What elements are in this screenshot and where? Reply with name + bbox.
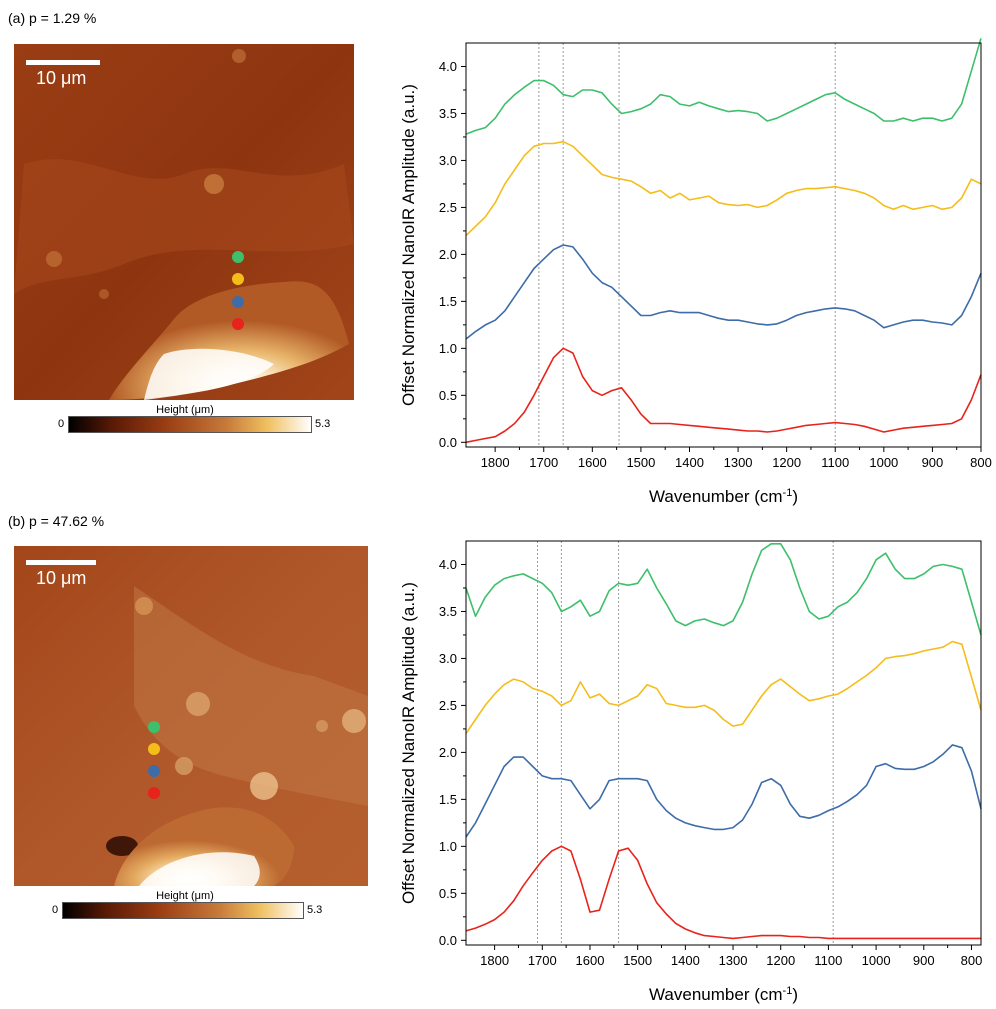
x-tick-label-b-0: 1800 (480, 953, 509, 968)
afm-height-map-b (14, 546, 368, 886)
x-tick-label-a-6: 1200 (772, 455, 801, 470)
y-tick-label-b-0: 0.0 (439, 933, 457, 948)
series-line-a-3 (465, 38, 982, 135)
y-tick-label-a-3: 1.5 (439, 294, 457, 309)
x-tick-label-a-4: 1400 (675, 455, 704, 470)
panel-a-label: (a) p = 1.29 % (8, 10, 97, 26)
y-tick-label-a-0: 0.0 (439, 435, 457, 450)
y-tick-label-b-4: 2.0 (439, 745, 457, 760)
x-axis-label-b: Wavenumber (cm-1) (649, 985, 798, 1004)
series-line-a-2 (465, 140, 982, 237)
marker-red-b (148, 787, 160, 799)
y-tick-label-b-2: 1.0 (439, 839, 457, 854)
x-tick-label-a-10: 800 (970, 455, 992, 470)
series-line-b-1 (465, 744, 982, 838)
scalebar-b (26, 560, 96, 565)
x-tick-label-b-6: 1200 (766, 953, 795, 968)
y-tick-label-b-5: 2.5 (439, 698, 457, 713)
y-tick-label-b-7: 3.5 (439, 604, 457, 619)
x-tick-label-a-8: 1000 (869, 455, 898, 470)
y-tick-label-a-8: 4.0 (439, 59, 457, 74)
x-tick-label-b-8: 1000 (862, 953, 891, 968)
x-tick-label-b-5: 1300 (719, 953, 748, 968)
scalebar-label-a: 10 μm (36, 68, 87, 88)
series-line-b-2 (465, 640, 982, 735)
x-tick-label-b-9: 900 (913, 953, 935, 968)
y-tick-label-a-6: 3.0 (439, 153, 457, 168)
y-axis-label-b: Offset Normalized NanoIR Amplitude (a.u.… (399, 582, 418, 904)
marker-yellow-b (148, 743, 160, 755)
scalebar-a (26, 60, 100, 65)
afm-height-map-a (14, 44, 354, 400)
x-tick-label-b-4: 1400 (671, 953, 700, 968)
colorbar-min-a: 0 (58, 418, 65, 430)
x-tick-label-b-10: 800 (961, 953, 983, 968)
marker-green-a (232, 251, 244, 263)
series-line-b-0 (465, 845, 981, 940)
x-tick-label-a-9: 900 (922, 455, 944, 470)
y-axis-label-a: Offset Normalized NanoIR Amplitude (a.u.… (399, 84, 418, 406)
x-tick-label-b-2: 1600 (576, 953, 605, 968)
x-tick-label-b-3: 1500 (623, 953, 652, 968)
series-line-b-3 (465, 542, 982, 636)
series-line-a-1 (465, 244, 982, 340)
x-tick-label-a-2: 1600 (578, 455, 607, 470)
marker-blue-b (148, 765, 160, 777)
colorbar-a (68, 416, 312, 433)
colorbar-max-a: 5.3 (315, 418, 331, 430)
colorbar-title-a: Height (μm) (156, 404, 214, 416)
plot-frame-a (465, 42, 982, 448)
y-tick-label-b-1: 0.5 (439, 886, 457, 901)
colorbar-max-b: 5.3 (307, 904, 323, 916)
y-tick-label-a-4: 2.0 (439, 247, 457, 262)
y-tick-label-a-5: 2.5 (439, 200, 457, 215)
x-tick-label-b-1: 1700 (528, 953, 557, 968)
marker-green-b (148, 721, 160, 733)
y-tick-label-b-8: 4.0 (439, 557, 457, 572)
colorbar-min-b: 0 (52, 904, 59, 916)
y-tick-label-a-2: 1.0 (439, 341, 457, 356)
panel-b-label: (b) p = 47.62 % (8, 513, 105, 529)
x-tick-label-a-7: 1100 (821, 455, 849, 470)
y-tick-label-a-7: 3.5 (439, 106, 457, 121)
x-tick-label-a-1: 1700 (529, 455, 558, 470)
x-tick-label-a-5: 1300 (724, 455, 753, 470)
colorbar-b (62, 902, 304, 919)
marker-blue-a (232, 296, 244, 308)
marker-red-a (232, 318, 244, 330)
x-tick-label-a-0: 1800 (481, 455, 510, 470)
y-tick-label-b-3: 1.5 (439, 792, 457, 807)
x-axis-label-a: Wavenumber (cm-1) (649, 487, 798, 506)
x-tick-label-b-7: 1100 (814, 953, 842, 968)
series-line-a-0 (465, 347, 982, 444)
scalebar-label-b: 10 μm (36, 568, 87, 588)
plot-frame-b (465, 540, 982, 946)
x-tick-label-a-3: 1500 (626, 455, 655, 470)
y-tick-label-a-1: 0.5 (439, 388, 457, 403)
marker-yellow-a (232, 273, 244, 285)
y-tick-label-b-6: 3.0 (439, 651, 457, 666)
colorbar-title-b: Height (μm) (156, 890, 214, 902)
